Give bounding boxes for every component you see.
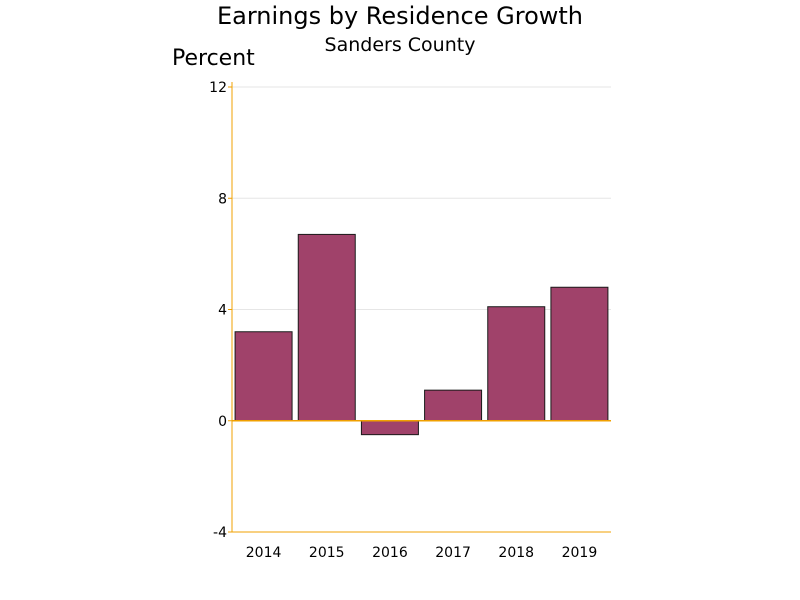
x-tick-label: 2014 <box>246 545 282 561</box>
tick-labels: -4 0 4 8 12 2014 2015 2016 2017 2018 2019 <box>209 80 597 561</box>
grid-lines <box>232 86 611 310</box>
axes <box>228 82 611 533</box>
bars <box>234 233 609 436</box>
y-tick-label: 8 <box>218 191 227 207</box>
x-tick-label: 2019 <box>562 545 598 561</box>
x-tick-label: 2016 <box>372 545 408 561</box>
y-tick-label: 0 <box>218 414 227 430</box>
bar-2018 <box>487 306 546 422</box>
bar-2017 <box>424 389 483 422</box>
x-tick-label: 2017 <box>435 545 471 561</box>
x-tick-label: 2015 <box>309 545 345 561</box>
bar-2014 <box>234 331 293 422</box>
x-tick-label: 2018 <box>498 545 534 561</box>
chart-subtitle: Sanders County <box>324 34 476 56</box>
y-tick-label: -4 <box>213 525 227 541</box>
bar-2019 <box>550 286 609 422</box>
y-tick-label: 12 <box>209 80 227 96</box>
y-tick-label: 4 <box>218 303 227 319</box>
bar-2016 <box>360 420 419 436</box>
y-axis-label: Percent <box>172 46 255 71</box>
bar-2015 <box>297 233 356 422</box>
chart-title: Earnings by Residence Growth <box>216 2 584 30</box>
